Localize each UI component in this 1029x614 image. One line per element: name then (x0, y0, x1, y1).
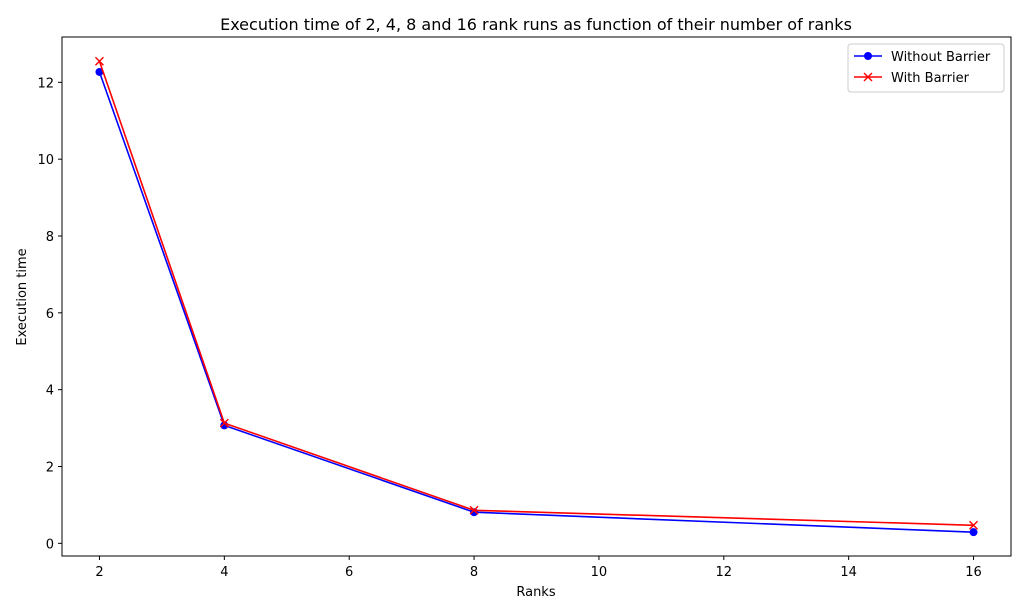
series-line (98, 60, 974, 527)
legend-box (847, 43, 1005, 93)
x-tick-label: 4 (220, 565, 228, 580)
x-axis-ticks: 2 4 6 8 10 12 14 16 (95, 556, 982, 580)
data-point (94, 56, 104, 66)
x-tick-label: 8 (470, 565, 478, 580)
y-tick-label: 0 (46, 537, 54, 552)
series-with-barrier (94, 56, 979, 530)
x-tick-label: 14 (840, 565, 857, 580)
x-axis-label: Ranks (516, 585, 555, 600)
legend-label: Without Barrier (891, 50, 991, 65)
series-without-barrier (95, 67, 978, 537)
y-tick-label: 6 (46, 307, 54, 322)
y-axis-label: Execution time (15, 248, 30, 345)
x-tick-label: 2 (95, 565, 103, 580)
series-layer (94, 56, 979, 537)
x-tick-label: 12 (716, 565, 733, 580)
series-line (98, 71, 974, 533)
plot-area (61, 36, 1012, 557)
data-point (969, 520, 979, 530)
data-point (95, 67, 104, 76)
data-point (219, 418, 229, 428)
plot-frame (61, 36, 1012, 557)
x-tick-label: 6 (345, 565, 353, 580)
y-tick-label: 12 (37, 76, 54, 91)
y-tick-label: 4 (46, 384, 54, 399)
y-axis-ticks: 0 2 4 6 8 10 12 (37, 76, 62, 552)
y-tick-label: 2 (46, 460, 54, 475)
y-tick-label: 8 (46, 230, 54, 245)
x-tick-label: 10 (591, 565, 608, 580)
y-tick-label: 10 (37, 153, 54, 168)
chart-title: Execution time of 2, 4, 8 and 16 rank ru… (220, 15, 852, 34)
x-tick-label: 16 (965, 565, 982, 580)
data-point (969, 528, 978, 537)
legend-label: With Barrier (891, 71, 970, 86)
legend: Without Barrier With Barrier (847, 43, 1005, 93)
data-point (469, 505, 479, 515)
legend-item: Without Barrier (854, 50, 991, 65)
legend-item: With Barrier (854, 71, 970, 86)
